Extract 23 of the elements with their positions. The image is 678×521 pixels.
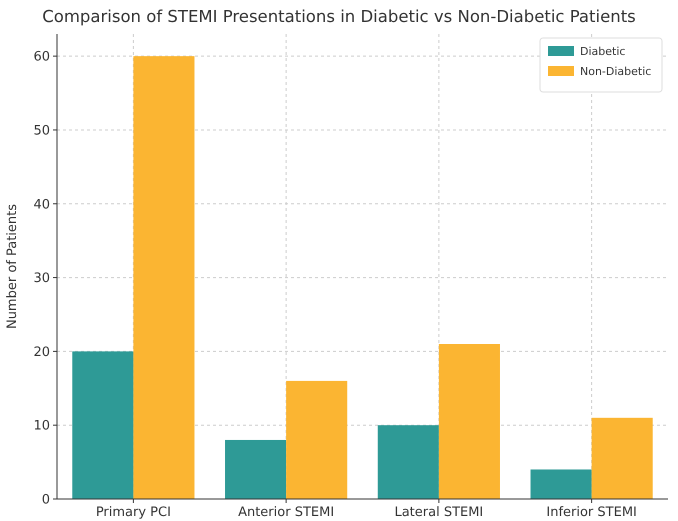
bar	[530, 469, 592, 499]
x-tick-label: Lateral STEMI	[394, 505, 484, 520]
y-tick-label: 40	[33, 197, 50, 212]
bar	[133, 56, 194, 499]
y-tick-label: 30	[33, 271, 50, 286]
bar	[225, 440, 286, 499]
x-tick-label: Anterior STEMI	[238, 505, 334, 520]
bar	[592, 418, 653, 499]
y-axis-title: Number of Patients	[5, 204, 20, 330]
y-tick-label: 60	[33, 50, 50, 65]
legend-label: Non-Diabetic	[580, 64, 652, 78]
bar	[378, 425, 439, 499]
legend-label: Diabetic	[580, 44, 626, 58]
y-tick-label: 20	[33, 344, 50, 360]
bar	[72, 351, 134, 499]
x-tick-label: Inferior STEMI	[546, 505, 637, 520]
x-tick-label: Primary PCI	[96, 505, 171, 520]
chart-title: Comparison of STEMI Presentations in Diabetic vs Non-Diabetic Patients	[42, 7, 636, 26]
bar	[438, 344, 500, 499]
y-tick-label: 0	[42, 492, 50, 508]
y-tick-label: 50	[33, 124, 50, 138]
y-tick-label: 10	[33, 418, 50, 434]
bar	[286, 380, 348, 499]
